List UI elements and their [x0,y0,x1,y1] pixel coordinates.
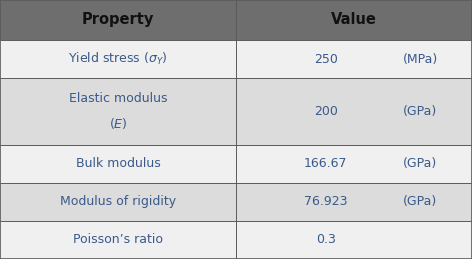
Text: 0.3: 0.3 [316,233,336,247]
Text: (GPa): (GPa) [403,195,437,208]
Text: Yield stress ($\sigma_Y$): Yield stress ($\sigma_Y$) [68,51,168,67]
Text: (GPa): (GPa) [403,157,437,170]
Text: $(E)$: $(E)$ [109,116,127,131]
Text: Modulus of rigidity: Modulus of rigidity [60,195,176,208]
Text: (GPa): (GPa) [403,105,437,118]
Text: Bulk modulus: Bulk modulus [76,157,160,170]
Text: Property: Property [82,12,154,27]
Bar [0,40,472,78]
Text: 200: 200 [314,105,337,118]
Text: Elastic modulus: Elastic modulus [69,92,167,105]
Text: Value: Value [331,12,377,27]
Text: 166.67: 166.67 [304,157,347,170]
Text: Poisson’s ratio: Poisson’s ratio [73,233,163,247]
Text: 250: 250 [314,53,337,66]
Bar [0,0,472,40]
Bar [0,221,472,259]
Text: 76.923: 76.923 [304,195,347,208]
Text: (MPa): (MPa) [403,53,438,66]
Bar [0,145,472,183]
Bar [0,183,472,221]
Bar [0,78,472,145]
